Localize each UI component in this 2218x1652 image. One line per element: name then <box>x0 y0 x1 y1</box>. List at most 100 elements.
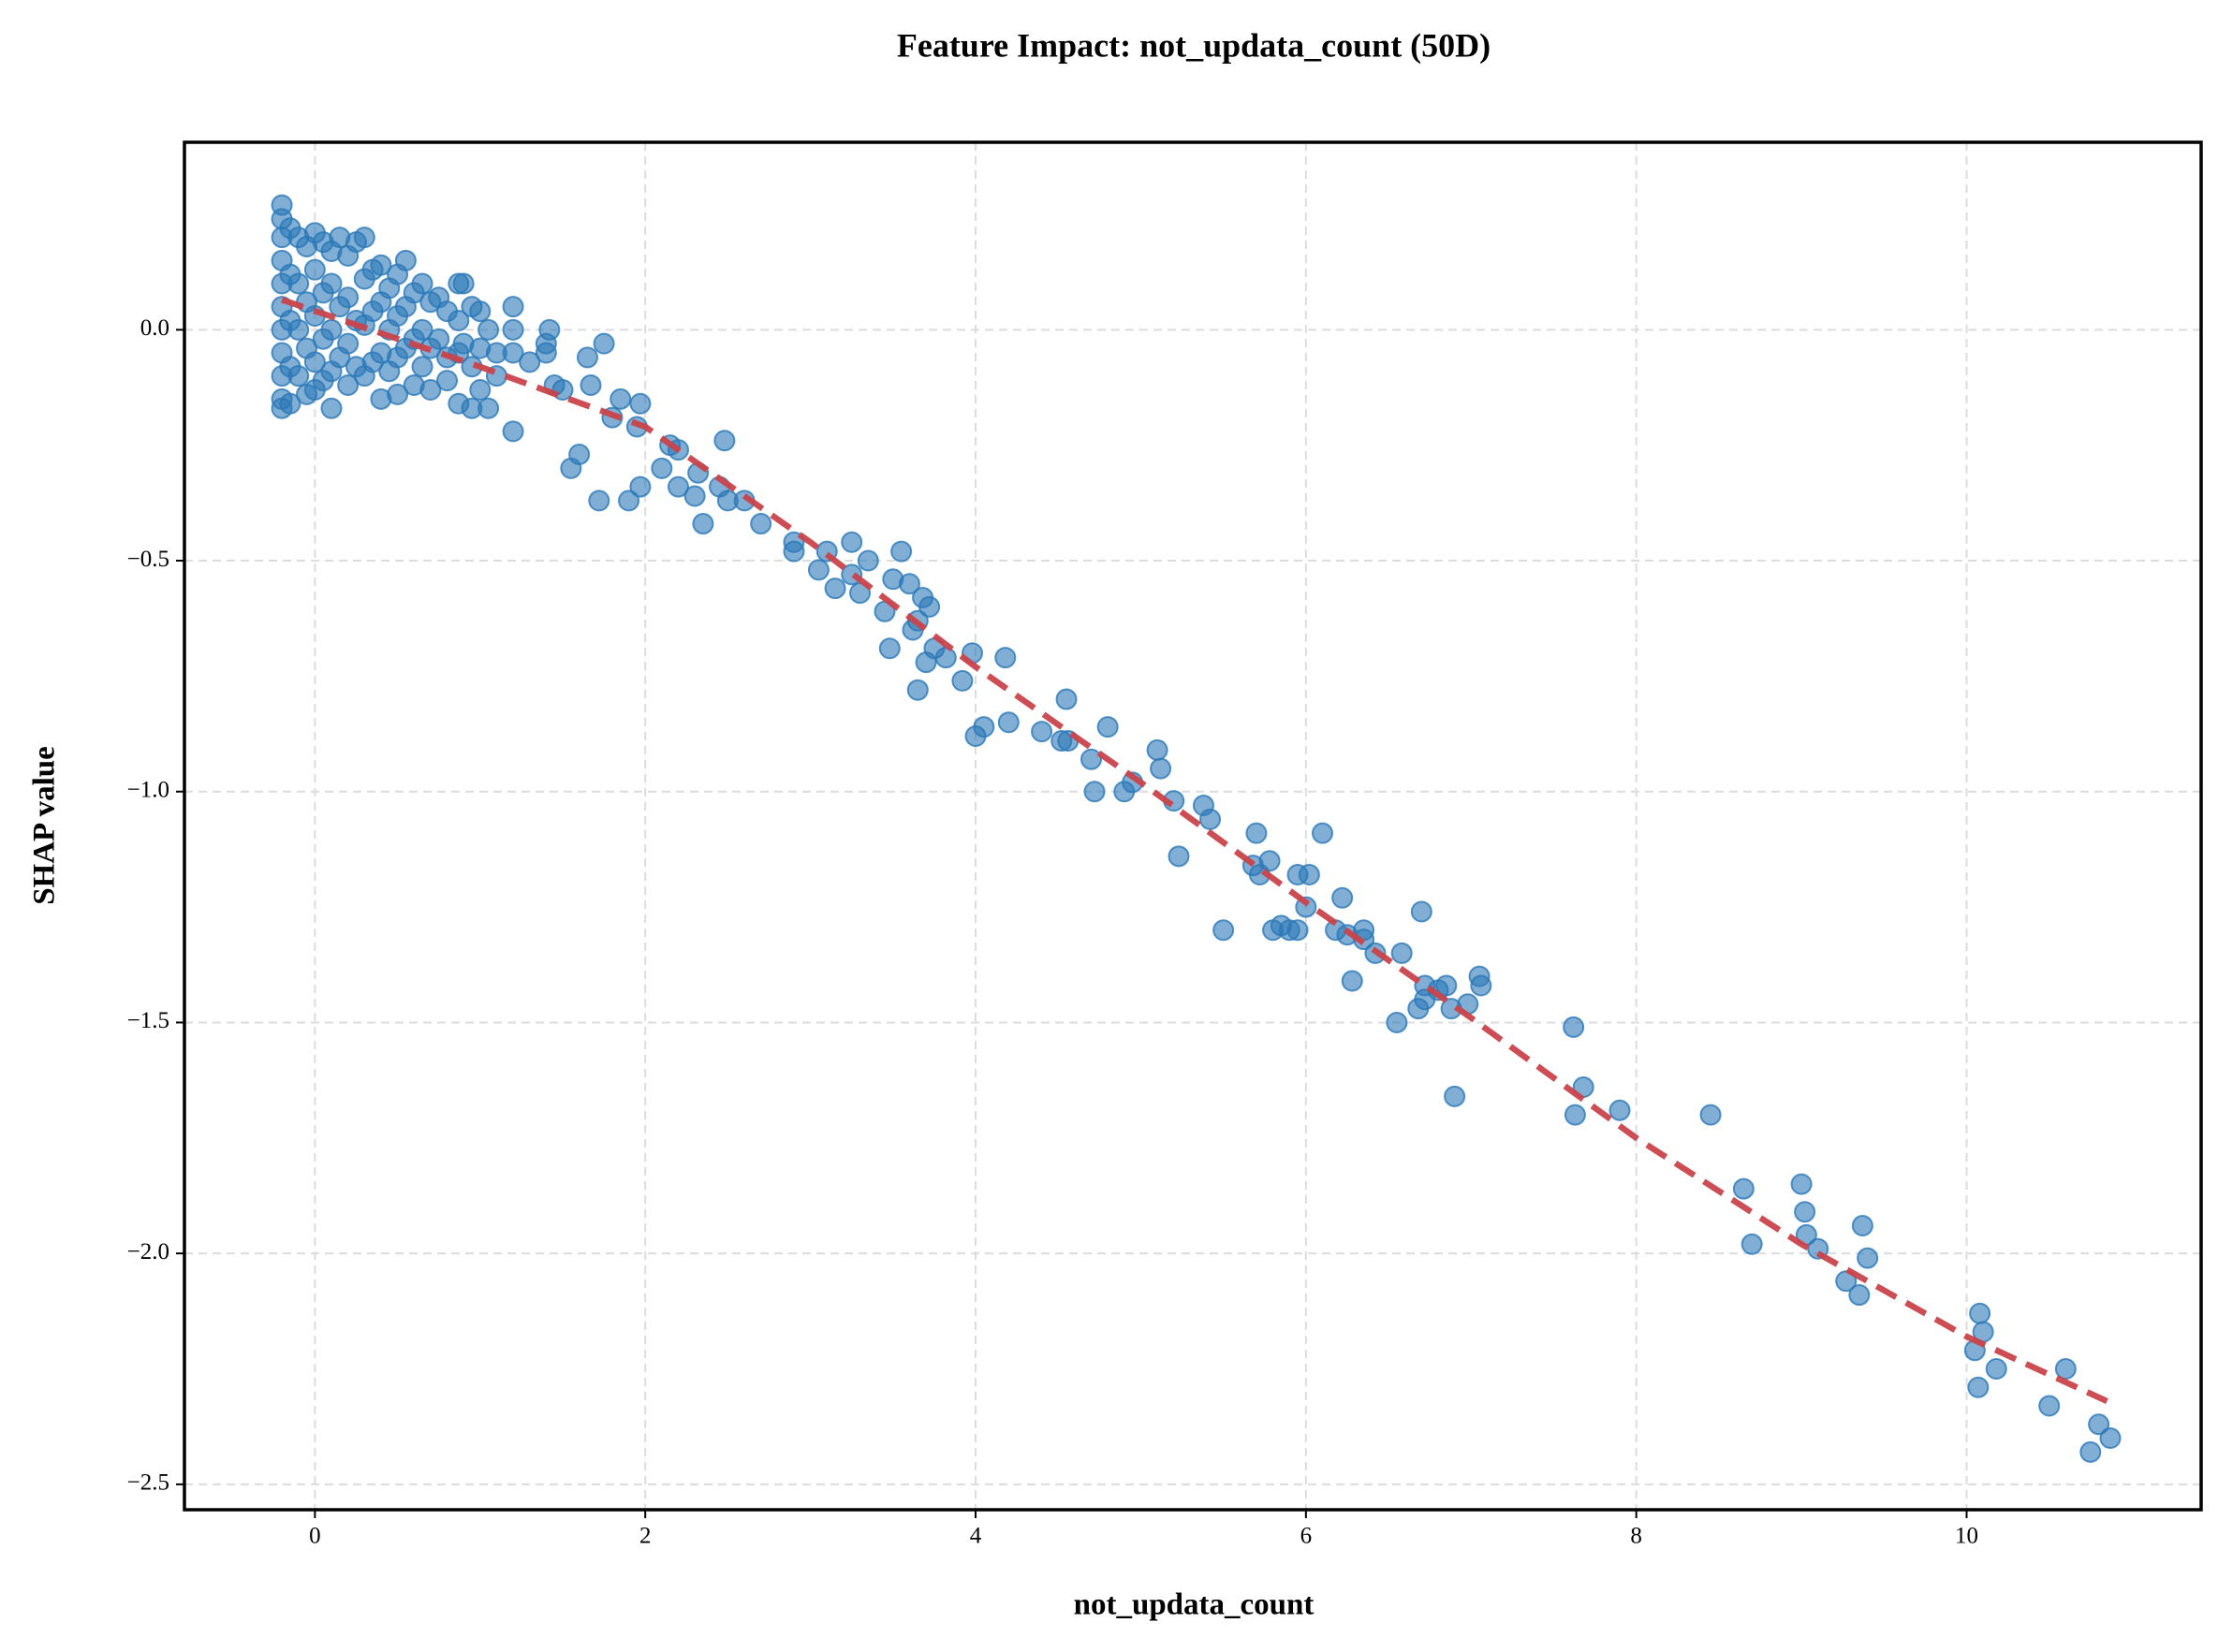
scatter-point <box>337 374 360 397</box>
scatter-point <box>1341 970 1363 992</box>
scatter-point <box>279 392 301 415</box>
scatter-point <box>1848 1284 1871 1307</box>
scatter-point <box>1699 1104 1722 1126</box>
scatter-point <box>1835 1270 1858 1293</box>
scatter-point <box>610 387 632 410</box>
scatter-point <box>857 549 879 572</box>
scatter-point <box>448 309 470 331</box>
scatter-point <box>502 342 524 364</box>
scatter-point <box>419 378 442 401</box>
scatter-point <box>934 647 957 669</box>
y-tick-label: −2.5 <box>127 1470 169 1496</box>
scatter-point <box>783 540 805 563</box>
scatter-point <box>807 559 830 581</box>
scatter-point <box>1212 919 1235 942</box>
scatter-point <box>535 342 557 364</box>
scatter-point <box>1083 781 1106 803</box>
scatter-point <box>841 531 863 553</box>
scatter-point <box>750 513 772 535</box>
scatter-point <box>1390 942 1413 964</box>
y-tick-label: −1.0 <box>127 777 169 802</box>
scatter-point <box>1080 748 1103 770</box>
scatter-point <box>320 318 343 341</box>
scatter-point <box>370 254 392 276</box>
scatter-point <box>1150 757 1172 780</box>
scatter-point <box>320 397 343 419</box>
scatter-point <box>1732 1177 1755 1200</box>
scatter-point <box>428 328 450 350</box>
y-tick-label: 0.0 <box>140 315 169 341</box>
scatter-point <box>2099 1427 2122 1450</box>
scatter-point <box>1055 688 1078 710</box>
y-tick-label: −2.0 <box>127 1239 169 1265</box>
scatter-point <box>1298 864 1320 886</box>
x-tick-label: 10 <box>1955 1524 1978 1549</box>
scatter-point <box>394 249 417 271</box>
scatter-point <box>1258 850 1281 872</box>
y-tick-label: −1.5 <box>127 1008 169 1033</box>
scatter-point <box>651 457 673 479</box>
scatter-point <box>1608 1099 1631 1121</box>
scatter-point <box>692 513 714 535</box>
x-tick-label: 6 <box>1300 1524 1313 1549</box>
scatter-point <box>411 318 433 341</box>
scatter-point <box>1444 1085 1466 1107</box>
scatter-point <box>502 420 524 443</box>
scatter-point <box>477 318 500 341</box>
scatter-point <box>951 669 974 692</box>
x-tick-label: 0 <box>309 1524 321 1549</box>
scatter-point <box>1985 1358 2007 1381</box>
scatter-point <box>1470 974 1492 997</box>
scatter-point <box>1031 721 1053 743</box>
scatter-point <box>1146 738 1168 761</box>
scatter-point <box>2038 1395 2061 1417</box>
scatter-point <box>878 637 901 660</box>
scatter-point <box>997 711 1020 734</box>
scatter-point <box>1168 845 1190 868</box>
scatter-point <box>890 540 913 563</box>
scatter-point <box>502 318 524 341</box>
scatter-point <box>588 490 610 512</box>
scatter-point <box>580 374 602 397</box>
scatter-point <box>1851 1215 1873 1237</box>
scatter-point <box>898 573 920 595</box>
scatter-point <box>519 351 541 373</box>
scatter-point <box>1967 1376 1990 1398</box>
scatter-point <box>2079 1440 2102 1463</box>
scatter-point <box>2088 1413 2110 1436</box>
chart-title: Feature Impact: not_updata_count (50D) <box>897 26 1491 64</box>
scatter-point <box>337 286 360 309</box>
scatter-point <box>477 397 500 419</box>
scatter-point <box>538 318 561 341</box>
scatter-point <box>411 272 433 295</box>
scatter-point <box>629 392 652 415</box>
scatter-point <box>568 444 591 466</box>
scatter-point <box>618 490 640 512</box>
scatter-point <box>287 272 310 295</box>
scatter-point <box>435 370 458 392</box>
scatter-point <box>1331 886 1354 909</box>
scatter-point <box>303 351 326 373</box>
scatter-point <box>667 475 689 498</box>
scatter-point <box>1286 919 1309 942</box>
scatter-point <box>387 383 409 405</box>
scatter-point <box>320 272 343 295</box>
scatter-point <box>1790 1173 1813 1195</box>
scatter-point <box>1311 822 1333 844</box>
scatter-point <box>973 716 995 738</box>
scatter-point <box>1410 900 1432 923</box>
scatter-point <box>1435 974 1458 997</box>
scatter-point <box>1564 1104 1586 1126</box>
scatter-point <box>2054 1358 2077 1381</box>
scatter-point <box>824 577 846 600</box>
scatter-point <box>469 300 492 323</box>
y-tick-label: −0.5 <box>127 547 169 572</box>
scatter-point <box>337 332 360 355</box>
scatter-point <box>593 332 615 355</box>
scatter-point <box>1969 1302 1991 1324</box>
scatter-point <box>287 318 310 341</box>
scatter-point <box>918 595 941 618</box>
x-tick-label: 2 <box>639 1524 652 1549</box>
